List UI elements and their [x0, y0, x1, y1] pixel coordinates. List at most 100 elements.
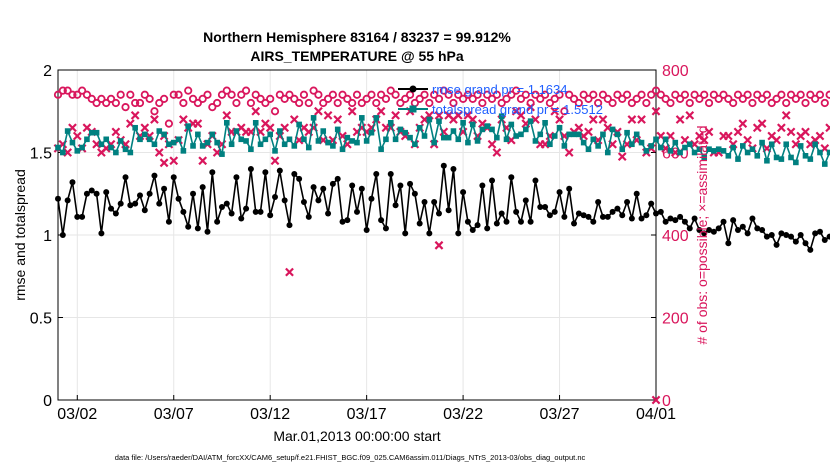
series-point — [88, 187, 95, 194]
series-point — [426, 230, 433, 237]
obs-possible-point — [270, 107, 280, 116]
series-point — [223, 200, 230, 207]
series-point — [262, 169, 269, 176]
obs-possible-point — [208, 103, 217, 112]
obs-possible-point — [801, 98, 810, 108]
obs-possible-point — [261, 98, 270, 108]
series-point — [228, 141, 235, 148]
series-point — [763, 233, 770, 240]
obs-possible-point — [396, 98, 405, 108]
series-point — [725, 153, 732, 159]
series-point — [281, 197, 288, 204]
series-point — [108, 144, 114, 151]
series-point — [185, 123, 192, 129]
obs-possible-point — [622, 90, 632, 99]
series-point — [305, 213, 312, 220]
obs-assimilated-point — [323, 110, 333, 120]
series-point — [55, 195, 61, 202]
series-point — [706, 227, 713, 234]
series-point — [397, 126, 404, 133]
obs-possible-point — [690, 90, 699, 99]
obs-possible-point — [174, 90, 183, 99]
series-point — [561, 213, 568, 220]
series-point — [691, 149, 698, 156]
series-point — [88, 129, 95, 136]
obs-assimilated-point — [651, 106, 661, 116]
obs-possible-point — [603, 94, 612, 103]
series-point — [243, 138, 249, 144]
grid-lines — [58, 70, 656, 400]
legend-rmse-label: rmse grand pr = 1.1634 — [432, 82, 568, 97]
series-point — [238, 136, 245, 143]
obs-possible-point — [87, 94, 96, 103]
obs-possible-point — [328, 90, 337, 99]
obs-possible-point — [241, 86, 251, 95]
series-point — [793, 159, 799, 166]
y-right-tick-label: 0 — [662, 393, 671, 410]
obs-assimilated-point — [434, 110, 444, 120]
obs-possible-point — [295, 98, 304, 108]
series-point — [604, 149, 611, 156]
obs-possible-point — [825, 90, 830, 99]
y-right-tick-label: 400 — [662, 228, 689, 245]
series-point — [686, 141, 693, 148]
right-axis-ticks: 0200400600800 — [651, 63, 689, 410]
obs-possible-point — [565, 90, 574, 99]
series-point — [262, 136, 269, 143]
obs-possible-point — [319, 98, 328, 108]
obs-assimilated-point — [193, 119, 203, 129]
obs-assimilated-point — [786, 127, 796, 137]
obs-possible-point — [685, 98, 694, 108]
series-point — [542, 120, 548, 126]
series-point — [79, 213, 86, 220]
obs-possible-point — [497, 98, 506, 108]
obs-possible-point — [73, 90, 82, 99]
series-point — [730, 217, 737, 224]
series-point — [407, 134, 413, 141]
series-point — [797, 143, 804, 149]
series-point — [633, 131, 640, 138]
obs-possible-point — [521, 90, 530, 99]
series-point — [325, 210, 332, 217]
series-point — [783, 141, 790, 148]
series-point — [821, 236, 828, 243]
series-point — [503, 218, 510, 225]
series-point — [378, 217, 385, 224]
series-point — [479, 126, 486, 133]
series-point — [517, 218, 524, 225]
obs-assimilated-point — [699, 135, 709, 145]
obs-assimilated-point — [265, 123, 275, 133]
series-point — [387, 120, 394, 126]
series-point — [445, 134, 452, 141]
obs-assimilated-point — [222, 110, 232, 120]
obs-assimilated-point — [555, 115, 564, 124]
series-point — [103, 189, 110, 196]
obs-possible-point — [68, 90, 77, 99]
obs-possible-point — [700, 90, 709, 99]
series-point — [127, 149, 134, 156]
series-point — [248, 146, 254, 152]
obs-possible-point — [555, 90, 564, 99]
series-point — [214, 218, 221, 225]
series-point — [489, 126, 495, 133]
series-point — [441, 134, 447, 141]
obs-possible-point — [217, 90, 227, 99]
series-point — [132, 200, 139, 207]
series-possible — [53, 86, 830, 128]
series-point — [368, 195, 375, 202]
series-point — [146, 190, 153, 197]
chart-title-line-2: AIRS_TEMPERATURE @ 55 hPa — [250, 48, 464, 64]
series-point — [219, 151, 225, 157]
series-point — [281, 141, 288, 148]
obs-possible-point — [203, 90, 212, 99]
obs-possible-point — [285, 90, 294, 99]
series-point — [532, 138, 539, 144]
series-point — [142, 131, 148, 138]
series-point — [55, 144, 61, 151]
series-point — [195, 131, 201, 138]
legend-rmse-marker — [409, 85, 417, 93]
series-point — [286, 222, 293, 229]
series-point — [122, 146, 129, 152]
series-point — [816, 228, 823, 235]
obs-assimilated-point — [685, 110, 695, 120]
